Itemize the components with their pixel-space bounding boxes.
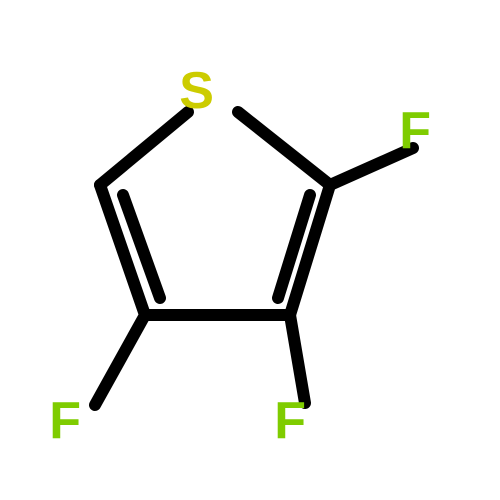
sulfur-atom-label: S bbox=[179, 61, 214, 121]
fluorine-atom-label-bottom-left: F bbox=[49, 391, 81, 451]
fluorine-atom-label-top-right: F bbox=[399, 101, 431, 161]
bond bbox=[238, 112, 330, 185]
bond bbox=[290, 315, 305, 403]
bond bbox=[95, 315, 145, 405]
fluorine-atom-label-bottom-right: F bbox=[274, 391, 306, 451]
bonds-group bbox=[95, 112, 413, 405]
bond bbox=[100, 112, 188, 185]
